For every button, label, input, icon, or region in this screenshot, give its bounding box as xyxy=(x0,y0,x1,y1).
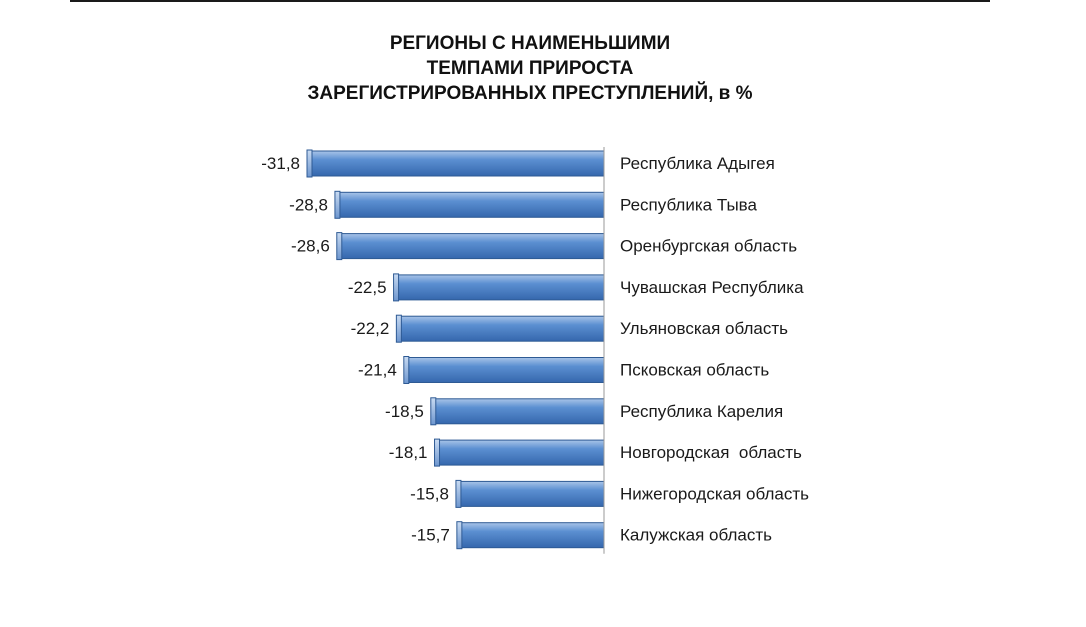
bar-end-cap xyxy=(393,273,400,302)
value-label: -18,1 xyxy=(389,443,428,462)
bar-end-cap xyxy=(403,356,410,384)
value-label: -15,7 xyxy=(411,526,450,545)
category-label: Республика Карелия xyxy=(620,402,783,421)
bar xyxy=(457,522,605,549)
category-label: Калужская область xyxy=(620,526,772,545)
bar xyxy=(396,315,605,342)
category-label: Республика Тыва xyxy=(620,195,758,214)
chart-title-line-2: ТЕМПАМИ ПРИРОСТА xyxy=(426,58,634,79)
labels-group: -31,8 Республика Адыгея -28,8 Республика Ты… xyxy=(261,154,809,545)
bar-end-cap xyxy=(455,479,462,508)
chart-title: РЕГИОНЫ С НАИМЕНЬШИМИ ТЕМПАМИ ПРИРОСТА З… xyxy=(230,31,830,106)
value-label: -15,8 xyxy=(410,484,449,503)
bar xyxy=(435,439,605,466)
bar xyxy=(335,191,605,218)
category-label: Ульяновская область xyxy=(620,319,788,338)
bar-end-cap xyxy=(334,190,341,219)
category-label: Нижегородская область xyxy=(620,484,809,503)
category-label: Новгородская область xyxy=(620,443,802,462)
bar xyxy=(431,398,605,425)
category-label: Республика Адыгея xyxy=(620,154,775,173)
value-label: -22,5 xyxy=(348,278,387,297)
top-rule xyxy=(70,0,990,2)
bar xyxy=(456,480,605,507)
bar-end-cap xyxy=(395,314,402,343)
bar-end-cap xyxy=(456,521,463,550)
value-label: -21,4 xyxy=(358,361,397,380)
value-label: -28,8 xyxy=(289,195,328,214)
bar xyxy=(337,233,605,260)
bar xyxy=(404,357,605,383)
chart-title-line-3: ЗАРЕГИСТРИРОВАННЫХ ПРЕСТУПЛЕНИЙ, в % xyxy=(307,83,753,104)
value-label: -28,6 xyxy=(291,237,330,256)
bar-end-cap xyxy=(306,149,313,178)
value-label: -31,8 xyxy=(261,154,300,173)
category-label: Оренбургская область xyxy=(620,237,797,256)
value-label: -18,5 xyxy=(385,402,424,421)
chart-title-line-1: РЕГИОНЫ С НАИМЕНЬШИМИ xyxy=(389,33,671,54)
bars-group xyxy=(306,147,605,554)
value-label: -22,2 xyxy=(351,319,390,338)
bar-end-cap xyxy=(430,397,437,426)
bar xyxy=(307,150,605,177)
bar xyxy=(394,274,605,301)
bar-end-cap xyxy=(434,438,441,467)
bar-end-cap xyxy=(336,232,343,261)
category-label: Псковская область xyxy=(620,361,769,380)
category-label: Чувашская Республика xyxy=(620,278,804,297)
